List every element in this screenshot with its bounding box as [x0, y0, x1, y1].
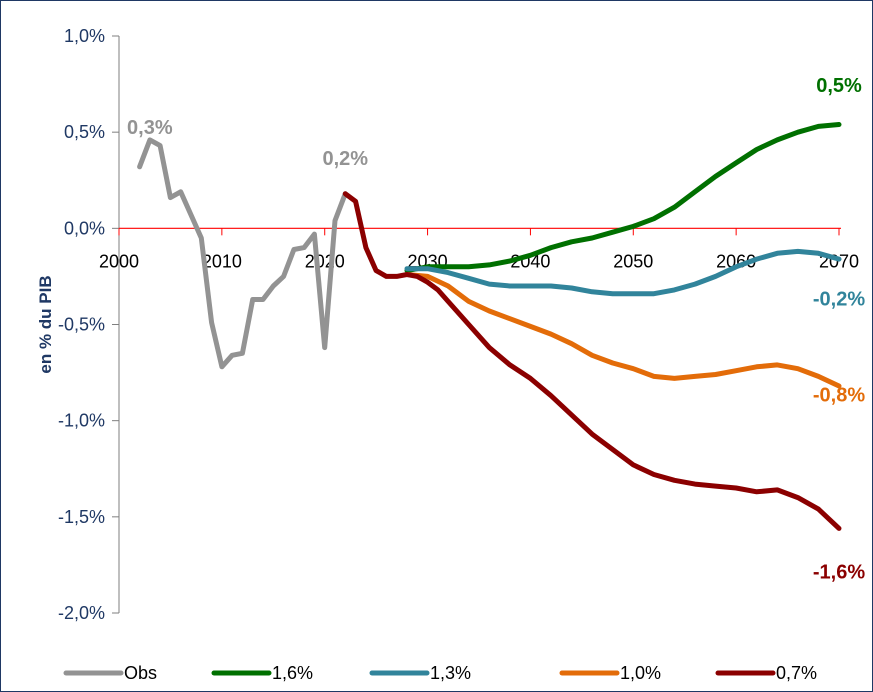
- y-tick-label: -1,5%: [58, 507, 105, 527]
- data-label: 0,3%: [127, 117, 173, 139]
- data-label: 0,5%: [816, 75, 862, 97]
- legend-label: 1,6%: [272, 663, 313, 683]
- y-tick-label: 1,0%: [64, 26, 105, 46]
- series-line-4: [404, 272, 842, 389]
- data-label: 0,2%: [322, 148, 368, 170]
- y-tick-label: 0,5%: [64, 122, 105, 142]
- y-tick-label: -0,5%: [58, 315, 105, 335]
- legend-label: Obs: [124, 663, 157, 683]
- x-tick-label: 2010: [202, 251, 242, 271]
- x-tick-label: 2050: [613, 251, 653, 271]
- data-label: -0,2%: [813, 288, 865, 310]
- legend-label: 0,7%: [776, 663, 817, 683]
- series-line-2: [404, 122, 842, 274]
- legend-label: 1,0%: [620, 663, 661, 683]
- x-tick-label: 2060: [716, 251, 756, 271]
- y-tick-label: 0,0%: [64, 218, 105, 238]
- data-label: -0,8%: [813, 384, 865, 406]
- y-tick-label: -2,0%: [58, 603, 105, 623]
- series-line-3: [404, 248, 842, 297]
- legend-label: 1,3%: [430, 663, 471, 683]
- y-axis-title: en % du PIB: [36, 275, 55, 373]
- x-tick-label: 2020: [305, 251, 345, 271]
- x-tick-label: 2000: [99, 251, 139, 271]
- series-line-5: [342, 191, 842, 531]
- y-tick-label: -1,0%: [58, 411, 105, 431]
- data-label: -1,6%: [813, 561, 865, 583]
- series-line-1: [137, 137, 348, 370]
